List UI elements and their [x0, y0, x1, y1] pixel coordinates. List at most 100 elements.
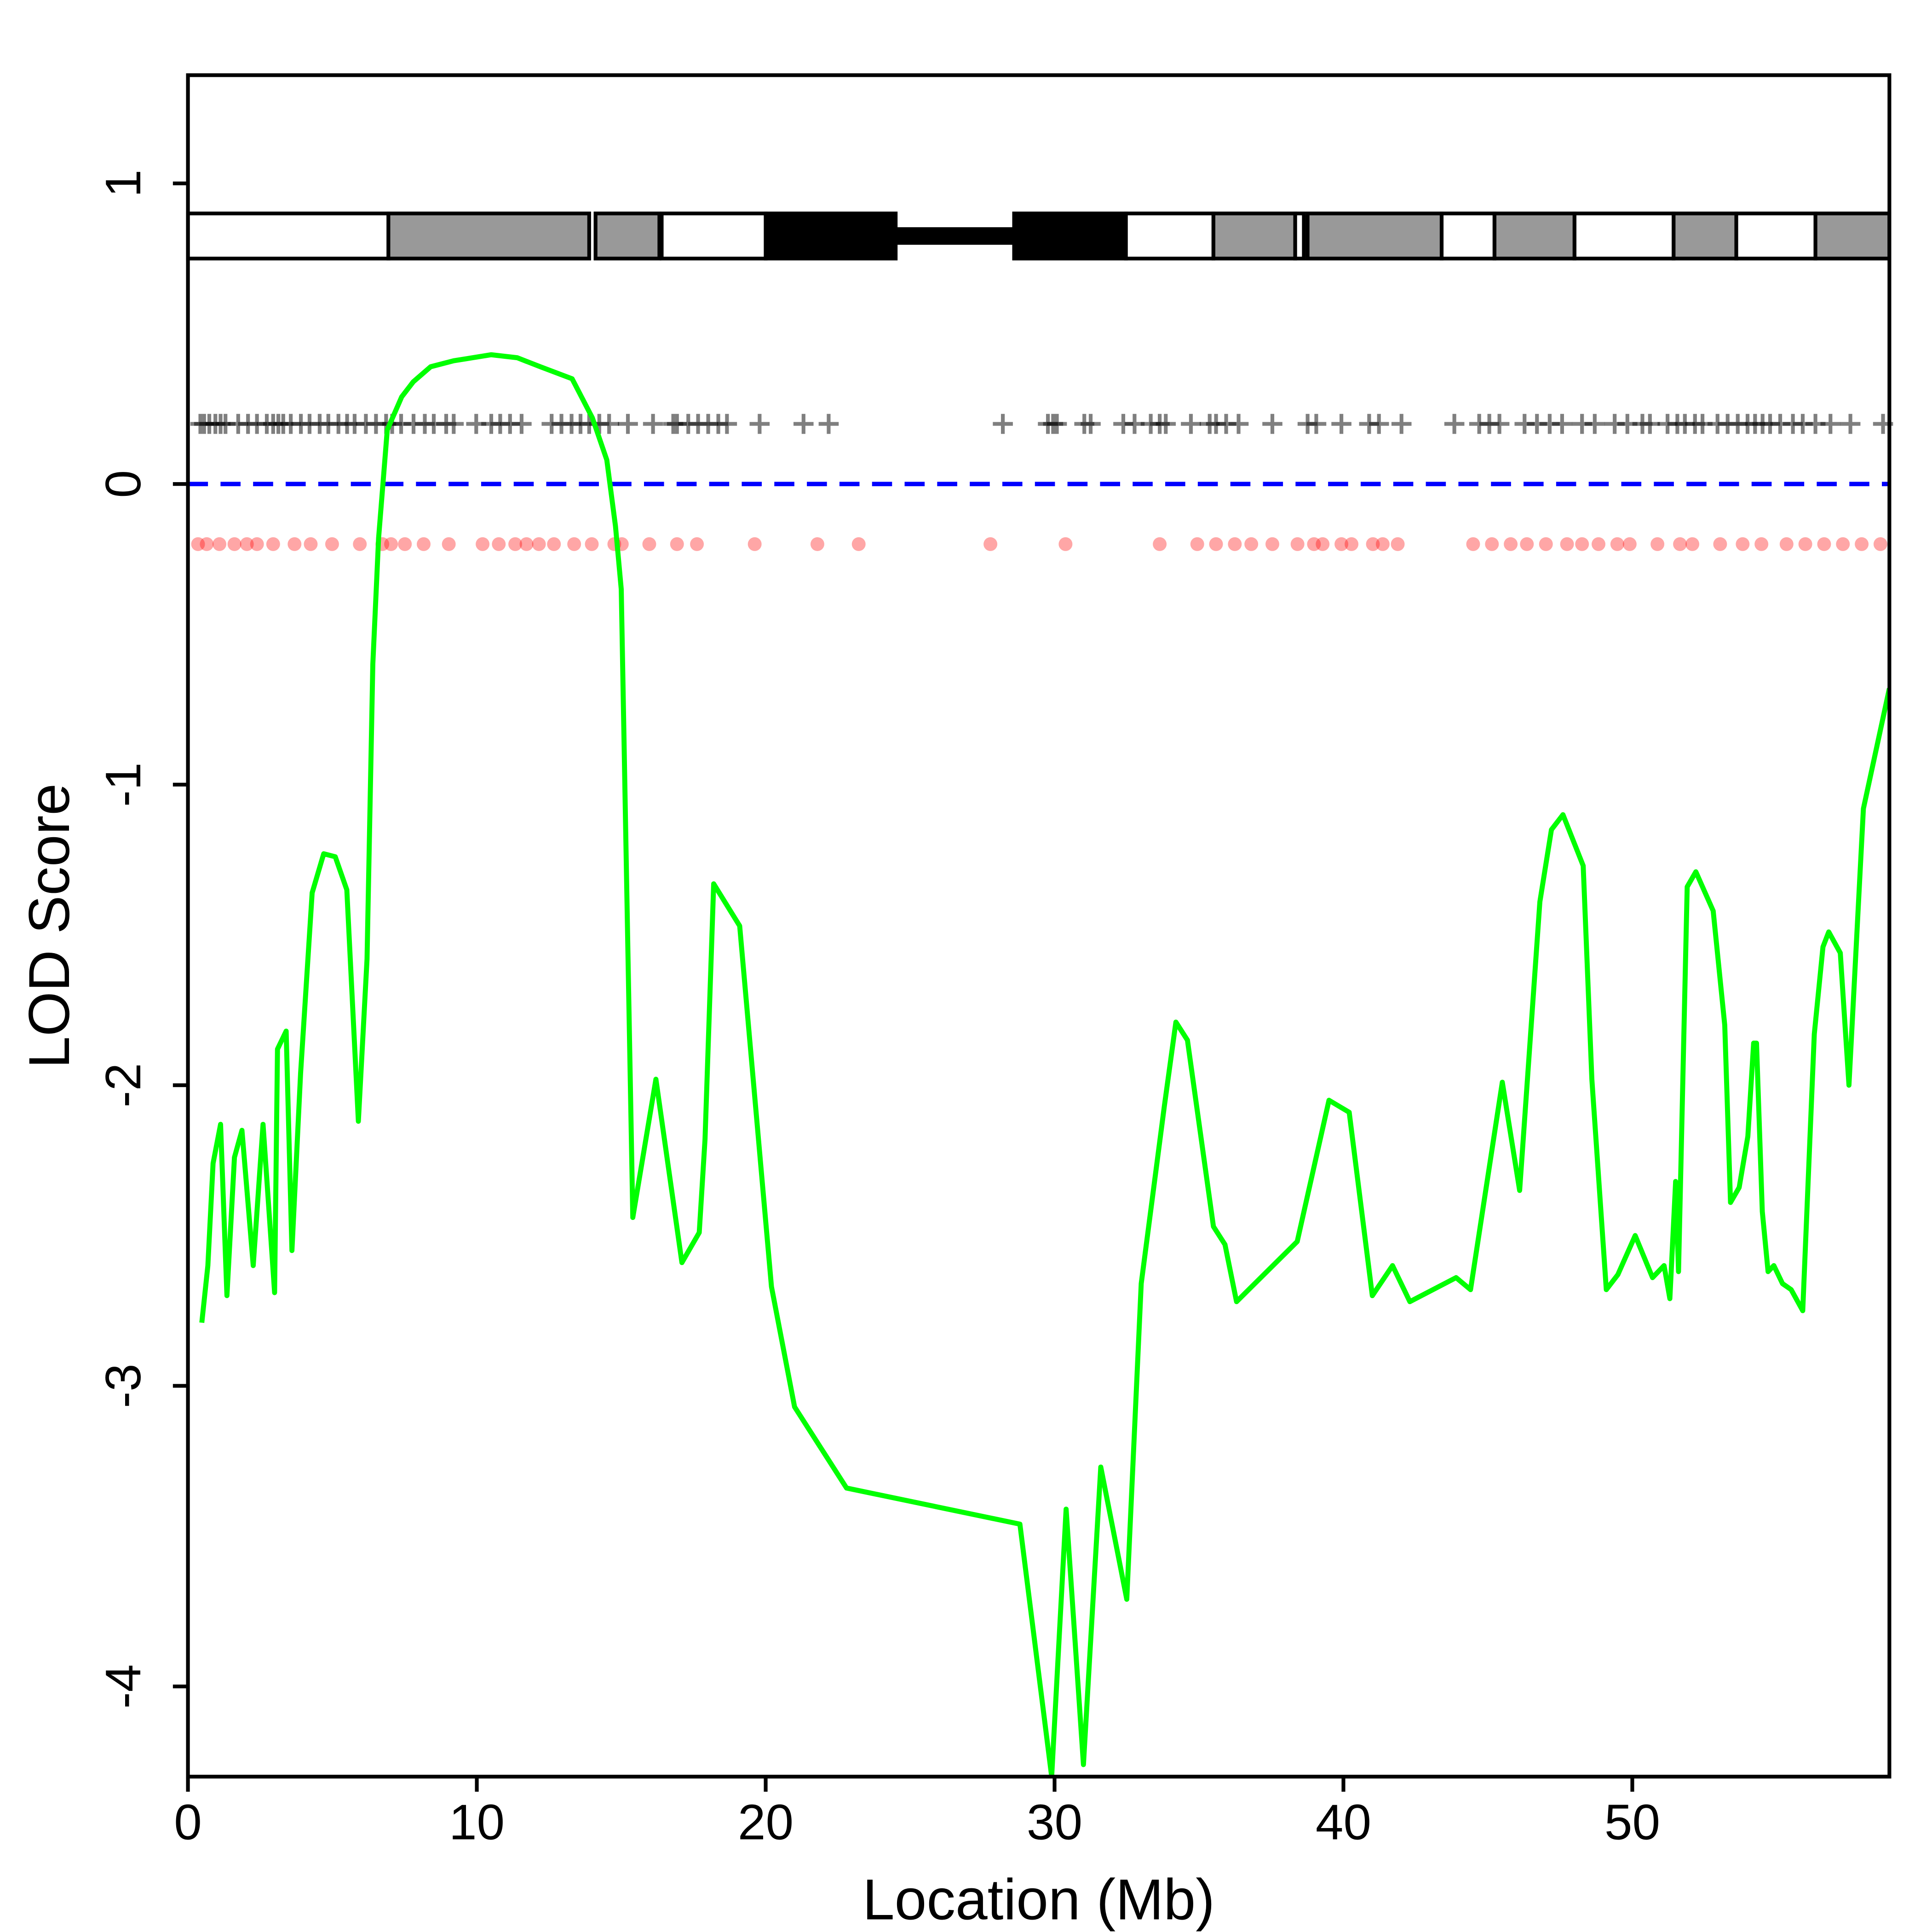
ideogram-band — [1211, 211, 1297, 261]
marker-dot — [250, 537, 264, 551]
marker-dot — [1504, 537, 1518, 551]
marker-dot — [1817, 537, 1831, 551]
marker-dot — [1190, 537, 1204, 551]
marker-dot — [1265, 537, 1279, 551]
marker-cross — [1331, 414, 1351, 434]
marker-dot — [227, 537, 242, 551]
marker-dot — [325, 537, 339, 551]
marker-dot — [567, 537, 581, 551]
marker-dot — [1622, 537, 1637, 551]
ideogram-band — [1012, 211, 1128, 261]
marker-dot — [398, 537, 412, 551]
marker-dot — [810, 537, 824, 551]
marker-dot — [670, 537, 684, 551]
marker-dot — [983, 537, 998, 551]
y-tick-label: -4 — [95, 1664, 151, 1709]
marker-cross — [1181, 414, 1201, 434]
marker-dot — [1736, 537, 1750, 551]
marker-dot — [1334, 537, 1349, 551]
ideogram-band — [1439, 211, 1497, 261]
marker-cross — [794, 414, 814, 434]
marker-dot — [1391, 537, 1405, 551]
marker-cross — [512, 414, 532, 434]
marker-dot — [1209, 537, 1223, 551]
marker-cross — [643, 414, 663, 434]
ideogram-band — [1305, 211, 1444, 261]
x-tick-label: 30 — [1027, 1794, 1082, 1850]
ideogram-band — [1672, 211, 1738, 261]
marker-dot — [748, 537, 762, 551]
marker-cross — [1368, 414, 1389, 434]
x-tick-label: 20 — [738, 1794, 794, 1850]
marker-dot — [1290, 537, 1305, 551]
marker-dot — [1228, 537, 1242, 551]
marker-dot — [1650, 537, 1665, 551]
marker-dot — [1520, 537, 1534, 551]
marker-dot — [1592, 537, 1605, 551]
marker-cross — [749, 414, 770, 434]
ideogram-band — [764, 211, 898, 261]
ideogram-band — [593, 211, 661, 261]
marker-dot — [1058, 537, 1073, 551]
y-tick-label: 0 — [95, 470, 151, 498]
marker-dot — [1153, 537, 1167, 551]
centromere-stalk — [896, 227, 1014, 245]
ideogram-band — [1572, 211, 1676, 261]
marker-dot — [240, 537, 254, 551]
marker-dot — [492, 537, 506, 551]
marker-cross — [1262, 414, 1282, 434]
marker-dot — [532, 537, 546, 551]
marker-dot — [1836, 537, 1850, 551]
marker-dot — [288, 537, 302, 551]
marker-cross — [443, 414, 464, 434]
marker-dot — [1610, 537, 1624, 551]
marker-cross — [717, 414, 737, 434]
marker-dot — [1754, 537, 1769, 551]
marker-cross — [1081, 414, 1101, 434]
ideogram-band — [1734, 211, 1817, 261]
marker-cross — [1552, 414, 1572, 434]
plot-frame — [186, 73, 1892, 1779]
marker-cross — [599, 414, 619, 434]
marker-dot — [1873, 537, 1887, 551]
marker-cross — [1840, 414, 1861, 434]
marker-cross — [618, 414, 638, 434]
marker-cross — [1046, 414, 1067, 434]
marker-dot — [213, 537, 226, 551]
marker-dot — [1713, 537, 1727, 551]
marker-cross — [1156, 414, 1176, 434]
marker-dot — [1855, 537, 1869, 551]
ideogram-band — [660, 211, 768, 261]
marker-dot — [1485, 537, 1499, 551]
y-tick-label: -3 — [95, 1363, 151, 1408]
ideogram-band — [1293, 211, 1306, 261]
marker-dot — [1466, 537, 1480, 551]
y-axis-label: LOD Score — [17, 783, 81, 1069]
marker-dot — [690, 537, 704, 551]
ideogram-band — [1124, 211, 1215, 261]
marker-dot — [442, 537, 456, 551]
marker-dot — [1539, 537, 1553, 551]
marker-dot — [1375, 537, 1390, 551]
marker-cross — [1820, 414, 1841, 434]
marker-cross — [1391, 414, 1412, 434]
marker-dot — [353, 537, 367, 551]
x-tick-label: 10 — [449, 1794, 505, 1850]
marker-dot — [1673, 537, 1687, 551]
marker-dot — [1366, 537, 1380, 551]
y-tick-label: -1 — [95, 762, 151, 807]
marker-cross — [1444, 414, 1465, 434]
marker-dot — [1779, 537, 1794, 551]
marker-dot — [384, 537, 398, 551]
marker-cross — [1306, 414, 1327, 434]
marker-dot — [417, 537, 431, 551]
ideogram-band — [1492, 211, 1576, 261]
x-tick-label: 50 — [1604, 1794, 1660, 1850]
y-tick-label: -2 — [95, 1063, 151, 1108]
ideogram-band — [186, 211, 391, 261]
marker-dot — [547, 537, 561, 551]
marker-cross — [1585, 414, 1605, 434]
marker-dot — [1798, 537, 1812, 551]
marker-dot — [304, 537, 318, 551]
marker-cross — [993, 414, 1013, 434]
